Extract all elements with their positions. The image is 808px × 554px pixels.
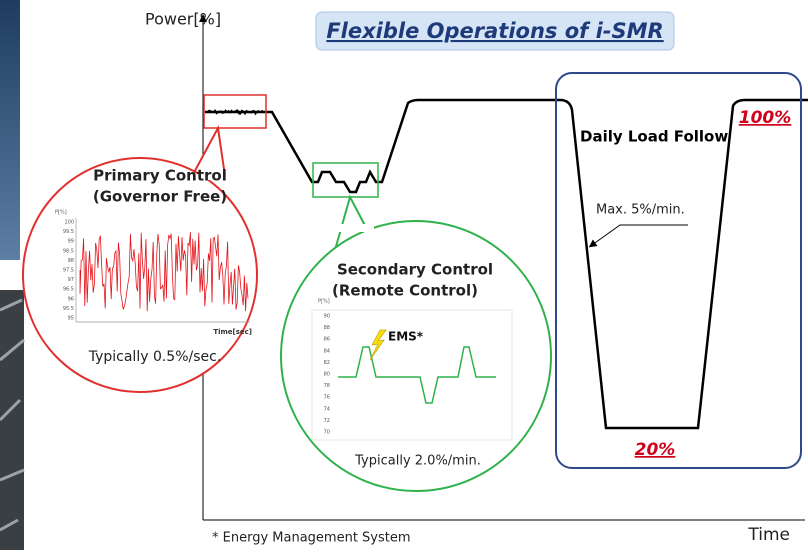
inset-x-label: Time[sec]: [213, 328, 252, 336]
inset-tick-label: 88: [324, 325, 330, 331]
x-axis-label: Time: [747, 525, 790, 545]
inset-tick-label: 98.5: [63, 248, 74, 254]
secondary-box: [313, 163, 378, 197]
bubble-joint: [332, 224, 374, 232]
inset-tick-label: 86: [324, 337, 330, 343]
inset-tick-label: 72: [324, 418, 330, 424]
inset-tick-label: 99: [68, 239, 74, 245]
primary-rate: Typically 0.5%/sec.: [88, 349, 222, 365]
photo-strip: [0, 0, 20, 260]
inset-tick-label: 97: [68, 277, 74, 283]
inset-tick-label: 98: [68, 258, 74, 264]
inset-tick-label: 97.5: [63, 268, 74, 274]
inset-tick-label: 100: [64, 220, 74, 226]
inset-tick-label: 90: [324, 314, 330, 320]
inset-tick-label: 96.5: [63, 287, 74, 293]
y-axis-label: Power[%]: [145, 10, 221, 29]
inset-tick-label: 76: [324, 395, 330, 401]
daily-load-label: Daily Load Follow: [580, 128, 728, 146]
primary-title: Primary Control: [93, 167, 227, 185]
ems-label: EMS*: [388, 330, 424, 344]
secondary-rate: Typically 2.0%/min.: [354, 454, 481, 469]
inset-tick-label: 99.5: [63, 229, 74, 235]
photo-strip: [0, 290, 24, 550]
primary-title: (Governor Free): [93, 188, 227, 206]
secondary-title: (Remote Control): [332, 282, 478, 300]
inset-tick-label: 74: [324, 406, 330, 412]
title: Flexible Operations of i-SMR: [326, 19, 663, 43]
inset-tick-label: 82: [324, 360, 330, 366]
inset-y-label: P[%]: [55, 210, 67, 216]
inset-y-label: P[%]: [318, 299, 330, 305]
low-label: 20%: [635, 440, 676, 460]
ramp-label: Max. 5%/min.: [596, 203, 685, 218]
ramp-pointer: [592, 225, 688, 245]
footnote: * Energy Management System: [212, 531, 411, 546]
inset-tick-label: 78: [324, 383, 330, 389]
inset-tick-label: 80: [324, 372, 330, 378]
inset-tick-label: 70: [324, 430, 330, 436]
inset-tick-label: 84: [324, 348, 330, 354]
inset-tick-label: 95: [68, 316, 74, 322]
inset-tick-label: 96: [68, 296, 74, 302]
inset-tick-label: 95.5: [63, 306, 74, 312]
secondary-title: Secondary Control: [337, 261, 493, 279]
slide: Flexible Operations of i-SMR Power[%] Ti…: [0, 0, 808, 550]
high-label: 100%: [739, 108, 792, 128]
